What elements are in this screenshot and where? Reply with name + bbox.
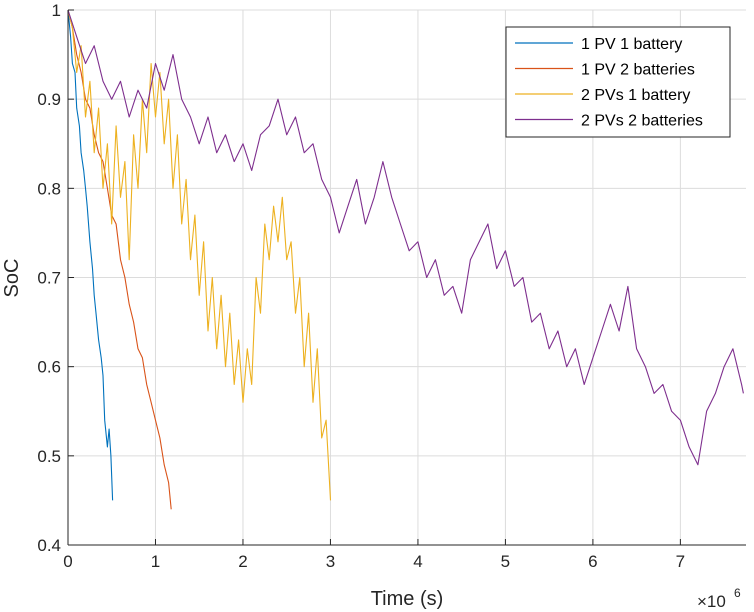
y-tick-label-1: 0.5 [37,447,61,466]
x-tick-label-0: 0 [63,552,72,571]
legend-label-0: 1 PV 1 battery [581,36,682,53]
x-tick-label-1: 1 [151,552,160,571]
legend-label-2: 2 PVs 1 battery [581,87,690,104]
x-tick-label-3: 3 [326,552,335,571]
legend-label-1: 1 PV 2 batteries [581,62,695,79]
series-line-2-pvs-2-batteries [67,9,744,466]
y-tick-label-5: 0.9 [37,90,61,109]
legend-label-3: 2 PVs 2 batteries [581,113,703,130]
x-tick-label-2: 2 [238,552,247,571]
x-exponent-base: ×10 [697,592,726,611]
x-tick-label-4: 4 [413,552,422,571]
legend: 1 PV 1 battery 1 PV 2 batteries 2 PVs 1 ba… [505,26,731,138]
y-tick-label-4: 0.8 [37,179,61,198]
legend-box [505,26,731,138]
series-group [67,9,744,510]
axes [67,9,746,546]
x-tick-label-7: 7 [676,552,685,571]
x-axis-label: Time (s) [371,588,444,610]
x-exponent-power: 6 [734,586,741,600]
y-tick-label-0: 0.4 [37,536,61,555]
y-tick-label-2: 0.6 [37,358,61,377]
series-line-1-pv-1-battery [67,9,114,501]
y-tick-label-3: 0.7 [37,269,61,288]
x-axis-exponent: ×10 6 [697,586,741,611]
y-axis-label: SoC [1,259,23,298]
series-line-2-pvs-1-battery [67,9,332,501]
x-tick-label-6: 6 [588,552,597,571]
y-tick-label-6: 1 [52,1,61,20]
series-line-1-pv-2-batteries [67,9,172,510]
tick-labels: 0 1 2 3 4 5 6 7 0.4 0.5 0.6 0.7 0.8 0.9 1 [37,1,685,571]
x-tick-label-5: 5 [501,552,510,571]
